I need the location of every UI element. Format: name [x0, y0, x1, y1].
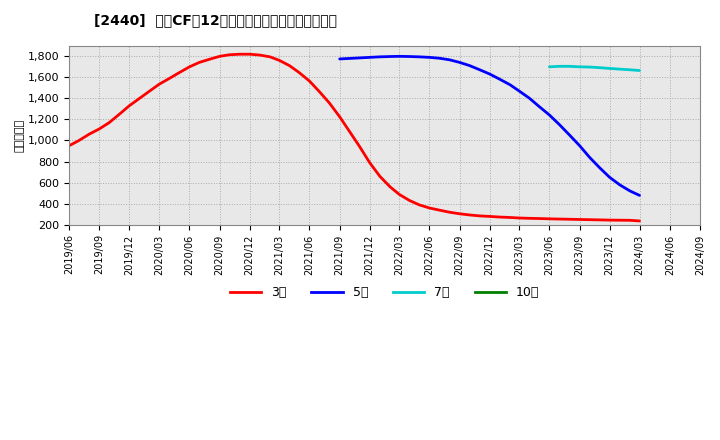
Text: [2440]  投資CFの12か月移動合計の標準偏差の推移: [2440] 投資CFの12か月移動合計の標準偏差の推移 — [94, 13, 337, 27]
Y-axis label: （百万円）: （百万円） — [15, 119, 25, 152]
Legend: 3年, 5年, 7年, 10年: 3年, 5年, 7年, 10年 — [225, 281, 544, 304]
